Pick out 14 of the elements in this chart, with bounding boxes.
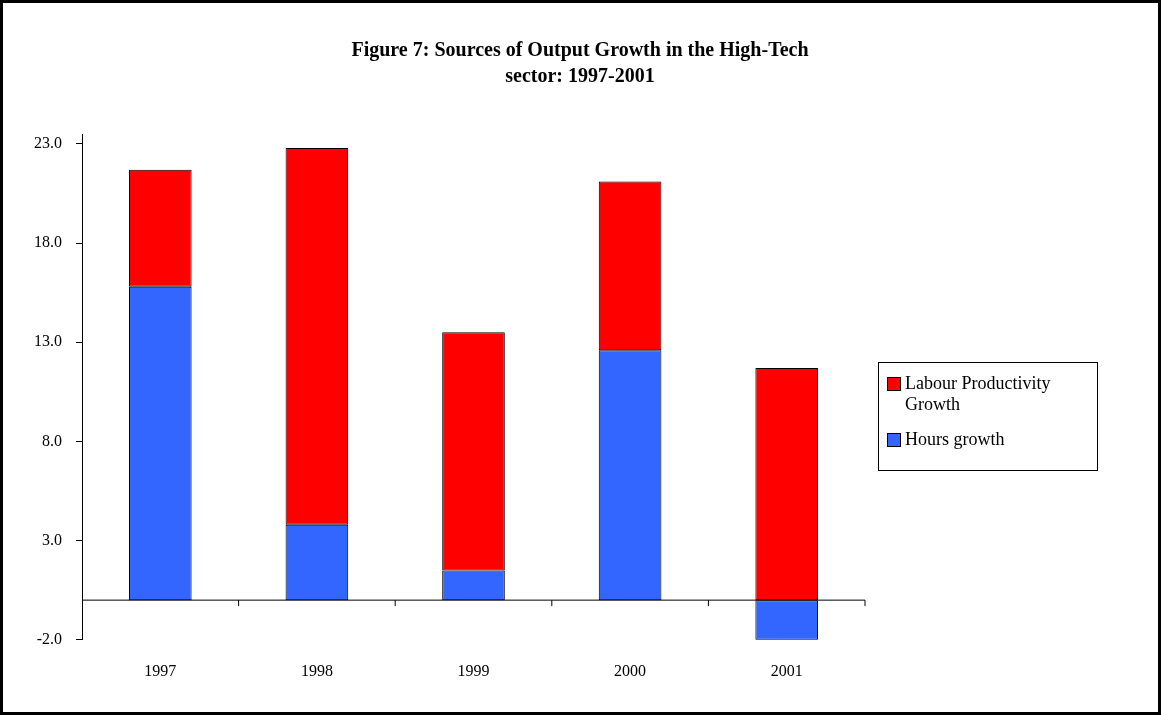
y-tick-label: 13.0	[34, 332, 62, 350]
legend-label: Labour Productivity Growth	[905, 373, 1052, 415]
y-tick-label: -2.0	[36, 630, 62, 647]
chart-title: Figure 7: Sources of Output Growth in the High-Tech sector: 1997-2001	[350, 37, 810, 88]
x-tick-label: 2000	[614, 661, 647, 679]
y-tick-label: 8.0	[42, 431, 62, 449]
x-tick-label: 2001	[770, 661, 803, 679]
x-tick-label: 1999	[457, 661, 490, 679]
x-tick-label: 1998	[300, 661, 333, 679]
y-tick-label: 18.0	[34, 233, 62, 251]
y-tick-label: 23.0	[34, 134, 62, 152]
legend-label: Hours growth	[905, 429, 1005, 450]
y-tick-label: 3.0	[42, 530, 62, 548]
x-tick-label: 1997	[144, 661, 177, 679]
